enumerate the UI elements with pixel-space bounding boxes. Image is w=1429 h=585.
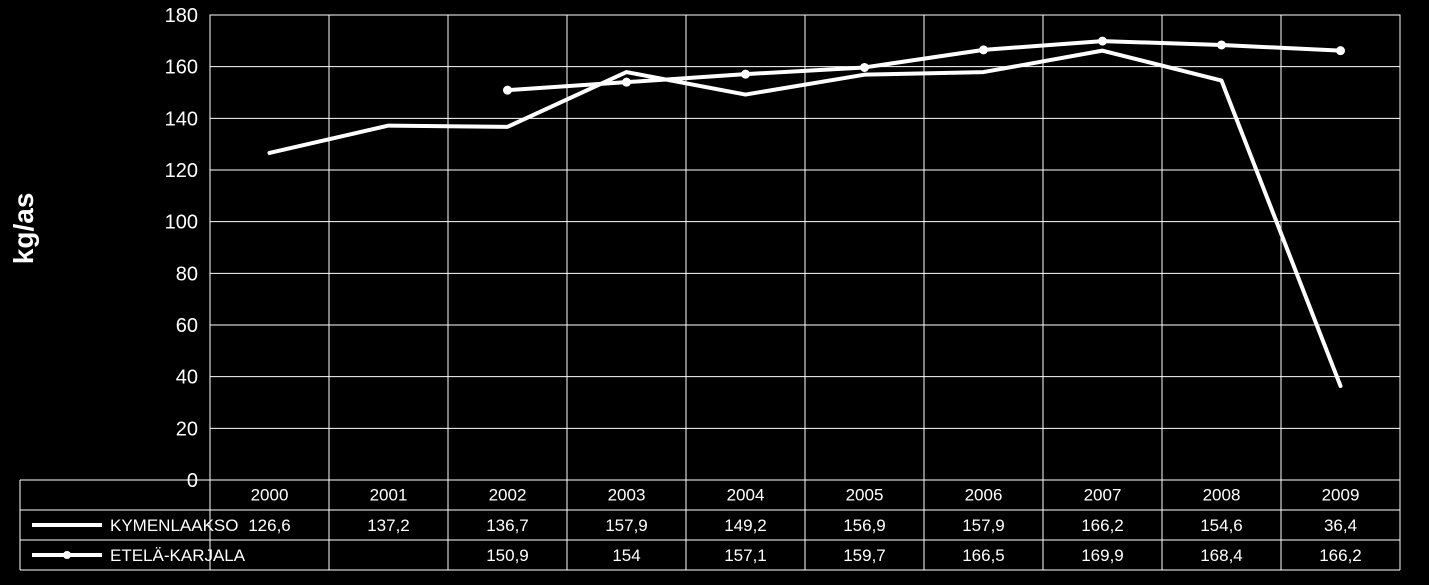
series-marker <box>623 78 631 86</box>
y-tick-label: 80 <box>176 263 198 285</box>
series-marker <box>1218 41 1226 49</box>
y-tick-label: 20 <box>176 418 198 440</box>
chart-container: kg/as 0 20 40 60 80 100 120 140 160 180 2000 2001 20… <box>0 0 1429 585</box>
table-cell: 166,2 <box>1319 546 1362 565</box>
y-tick-label: 40 <box>176 367 198 389</box>
y-tick-label: 160 <box>165 57 198 79</box>
series-name: ETELÄ-KARJALA <box>110 546 246 565</box>
series-marker <box>742 70 750 78</box>
category-label: 2000 <box>251 485 289 504</box>
table-cell: 168,4 <box>1200 546 1243 565</box>
series-marker <box>1099 37 1107 45</box>
legend-marker <box>63 551 71 559</box>
series-name: KYMENLAAKSO <box>110 516 239 535</box>
category-label: 2009 <box>1322 485 1360 504</box>
table-cell: 126,6 <box>248 516 291 535</box>
category-label: 2004 <box>727 485 765 504</box>
table-cell: 166,2 <box>1081 516 1124 535</box>
y-tick-label: 180 <box>165 5 198 27</box>
category-label: 2006 <box>965 485 1003 504</box>
y-tick-label: 0 <box>187 470 198 492</box>
series-marker <box>1337 47 1345 55</box>
table-cell: 154 <box>612 546 640 565</box>
category-label: 2008 <box>1203 485 1241 504</box>
table-cell: 136,7 <box>486 516 529 535</box>
y-tick-label: 120 <box>165 160 198 182</box>
category-label: 2005 <box>846 485 884 504</box>
table-cell: 157,1 <box>724 546 767 565</box>
category-label: 2002 <box>489 485 527 504</box>
table-cell: 36,4 <box>1324 516 1357 535</box>
table-cell: 169,9 <box>1081 546 1124 565</box>
table-cell: 154,6 <box>1200 516 1243 535</box>
series-marker <box>980 46 988 54</box>
table-cell: 157,9 <box>605 516 648 535</box>
y-tick-label: 140 <box>165 108 198 130</box>
table-cell: 137,2 <box>367 516 410 535</box>
table-cell: 157,9 <box>962 516 1005 535</box>
category-label: 2007 <box>1084 485 1122 504</box>
series-marker <box>504 86 512 94</box>
y-axis-label: kg/as <box>8 192 40 264</box>
table-cell: 156,9 <box>843 516 886 535</box>
series-marker <box>861 63 869 71</box>
y-tick-label: 100 <box>165 212 198 234</box>
table-cell: 159,7 <box>843 546 886 565</box>
y-tick-label: 60 <box>176 315 198 337</box>
category-label: 2003 <box>608 485 646 504</box>
chart-svg: 0 20 40 60 80 100 120 140 160 180 2000 2001 2002 2003… <box>0 0 1429 585</box>
table-cell: 150,9 <box>486 546 529 565</box>
category-label: 2001 <box>370 485 408 504</box>
table-cell: 149,2 <box>724 516 767 535</box>
table-cell: 166,5 <box>962 546 1005 565</box>
